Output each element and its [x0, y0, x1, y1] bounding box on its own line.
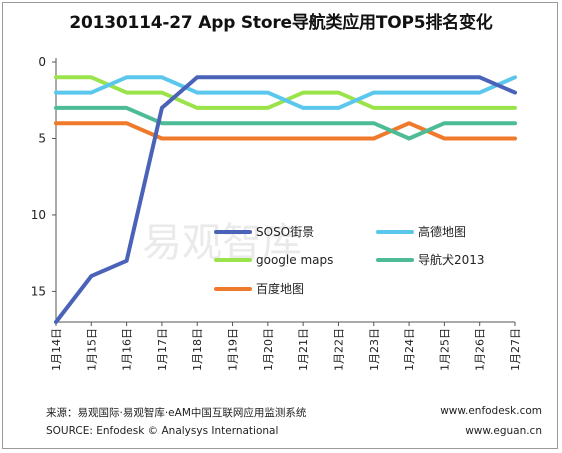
x-tick-label: 1月16日 — [121, 328, 134, 371]
x-tick-label: 1月17日 — [156, 328, 169, 371]
series-line-1 — [54, 75, 517, 110]
x-tick-label: 1月20日 — [262, 328, 275, 371]
x-tick-label: 1月21日 — [297, 328, 310, 371]
series-lines — [54, 75, 517, 324]
site-link-enfodesk[interactable]: www.enfodesk.com — [440, 405, 542, 417]
source-en: SOURCE: Enfodesk © Analysys Internationa… — [46, 425, 279, 437]
x-tick-label: 1月18日 — [191, 328, 204, 371]
axes: 0 5 10 15 1月14日 1月15日 1月16日 1月17日 1月18日 1月19日 1月20… — [31, 55, 522, 371]
series-line-0 — [54, 75, 517, 324]
legend-label: 百度地图 — [256, 281, 304, 296]
y-tick-label: 0 — [38, 55, 46, 69]
series-line-4 — [54, 121, 517, 141]
legend-label: 高德地图 — [418, 224, 466, 239]
site-link-eguan[interactable]: www.eguan.cn — [465, 425, 542, 437]
x-tick-label: 1月22日 — [332, 328, 345, 371]
legend-label: 导航犬2013 — [418, 252, 485, 267]
legend-label: SOSO街景 — [256, 225, 314, 239]
x-tick-label: 1月24日 — [403, 328, 416, 371]
source-cn: 来源：易观国际·易观智库·eAM中国互联网应用监测系统 — [46, 407, 307, 419]
x-tick-label: 1月14日 — [50, 328, 63, 371]
x-tick-label: 1月15日 — [85, 328, 98, 371]
y-tick-label: 10 — [31, 208, 46, 222]
y-tick-label: 5 — [38, 131, 46, 145]
x-tick-label: 1月25日 — [438, 328, 451, 371]
legend-label: google maps — [256, 253, 333, 267]
x-tick-label: 1月19日 — [227, 328, 240, 371]
x-tick-label: 1月27日 — [509, 328, 522, 371]
x-tick-label: 1月26日 — [474, 328, 487, 371]
chart-title: 20130114-27 App Store导航类应用TOP5排名变化 — [69, 13, 493, 33]
series-line-3 — [54, 105, 517, 141]
legend: SOSO街景 高德地图 google maps 导航犬2013 百度地图 — [214, 224, 485, 296]
x-tick-label: 1月23日 — [368, 328, 381, 371]
y-tick-label: 15 — [31, 284, 46, 298]
